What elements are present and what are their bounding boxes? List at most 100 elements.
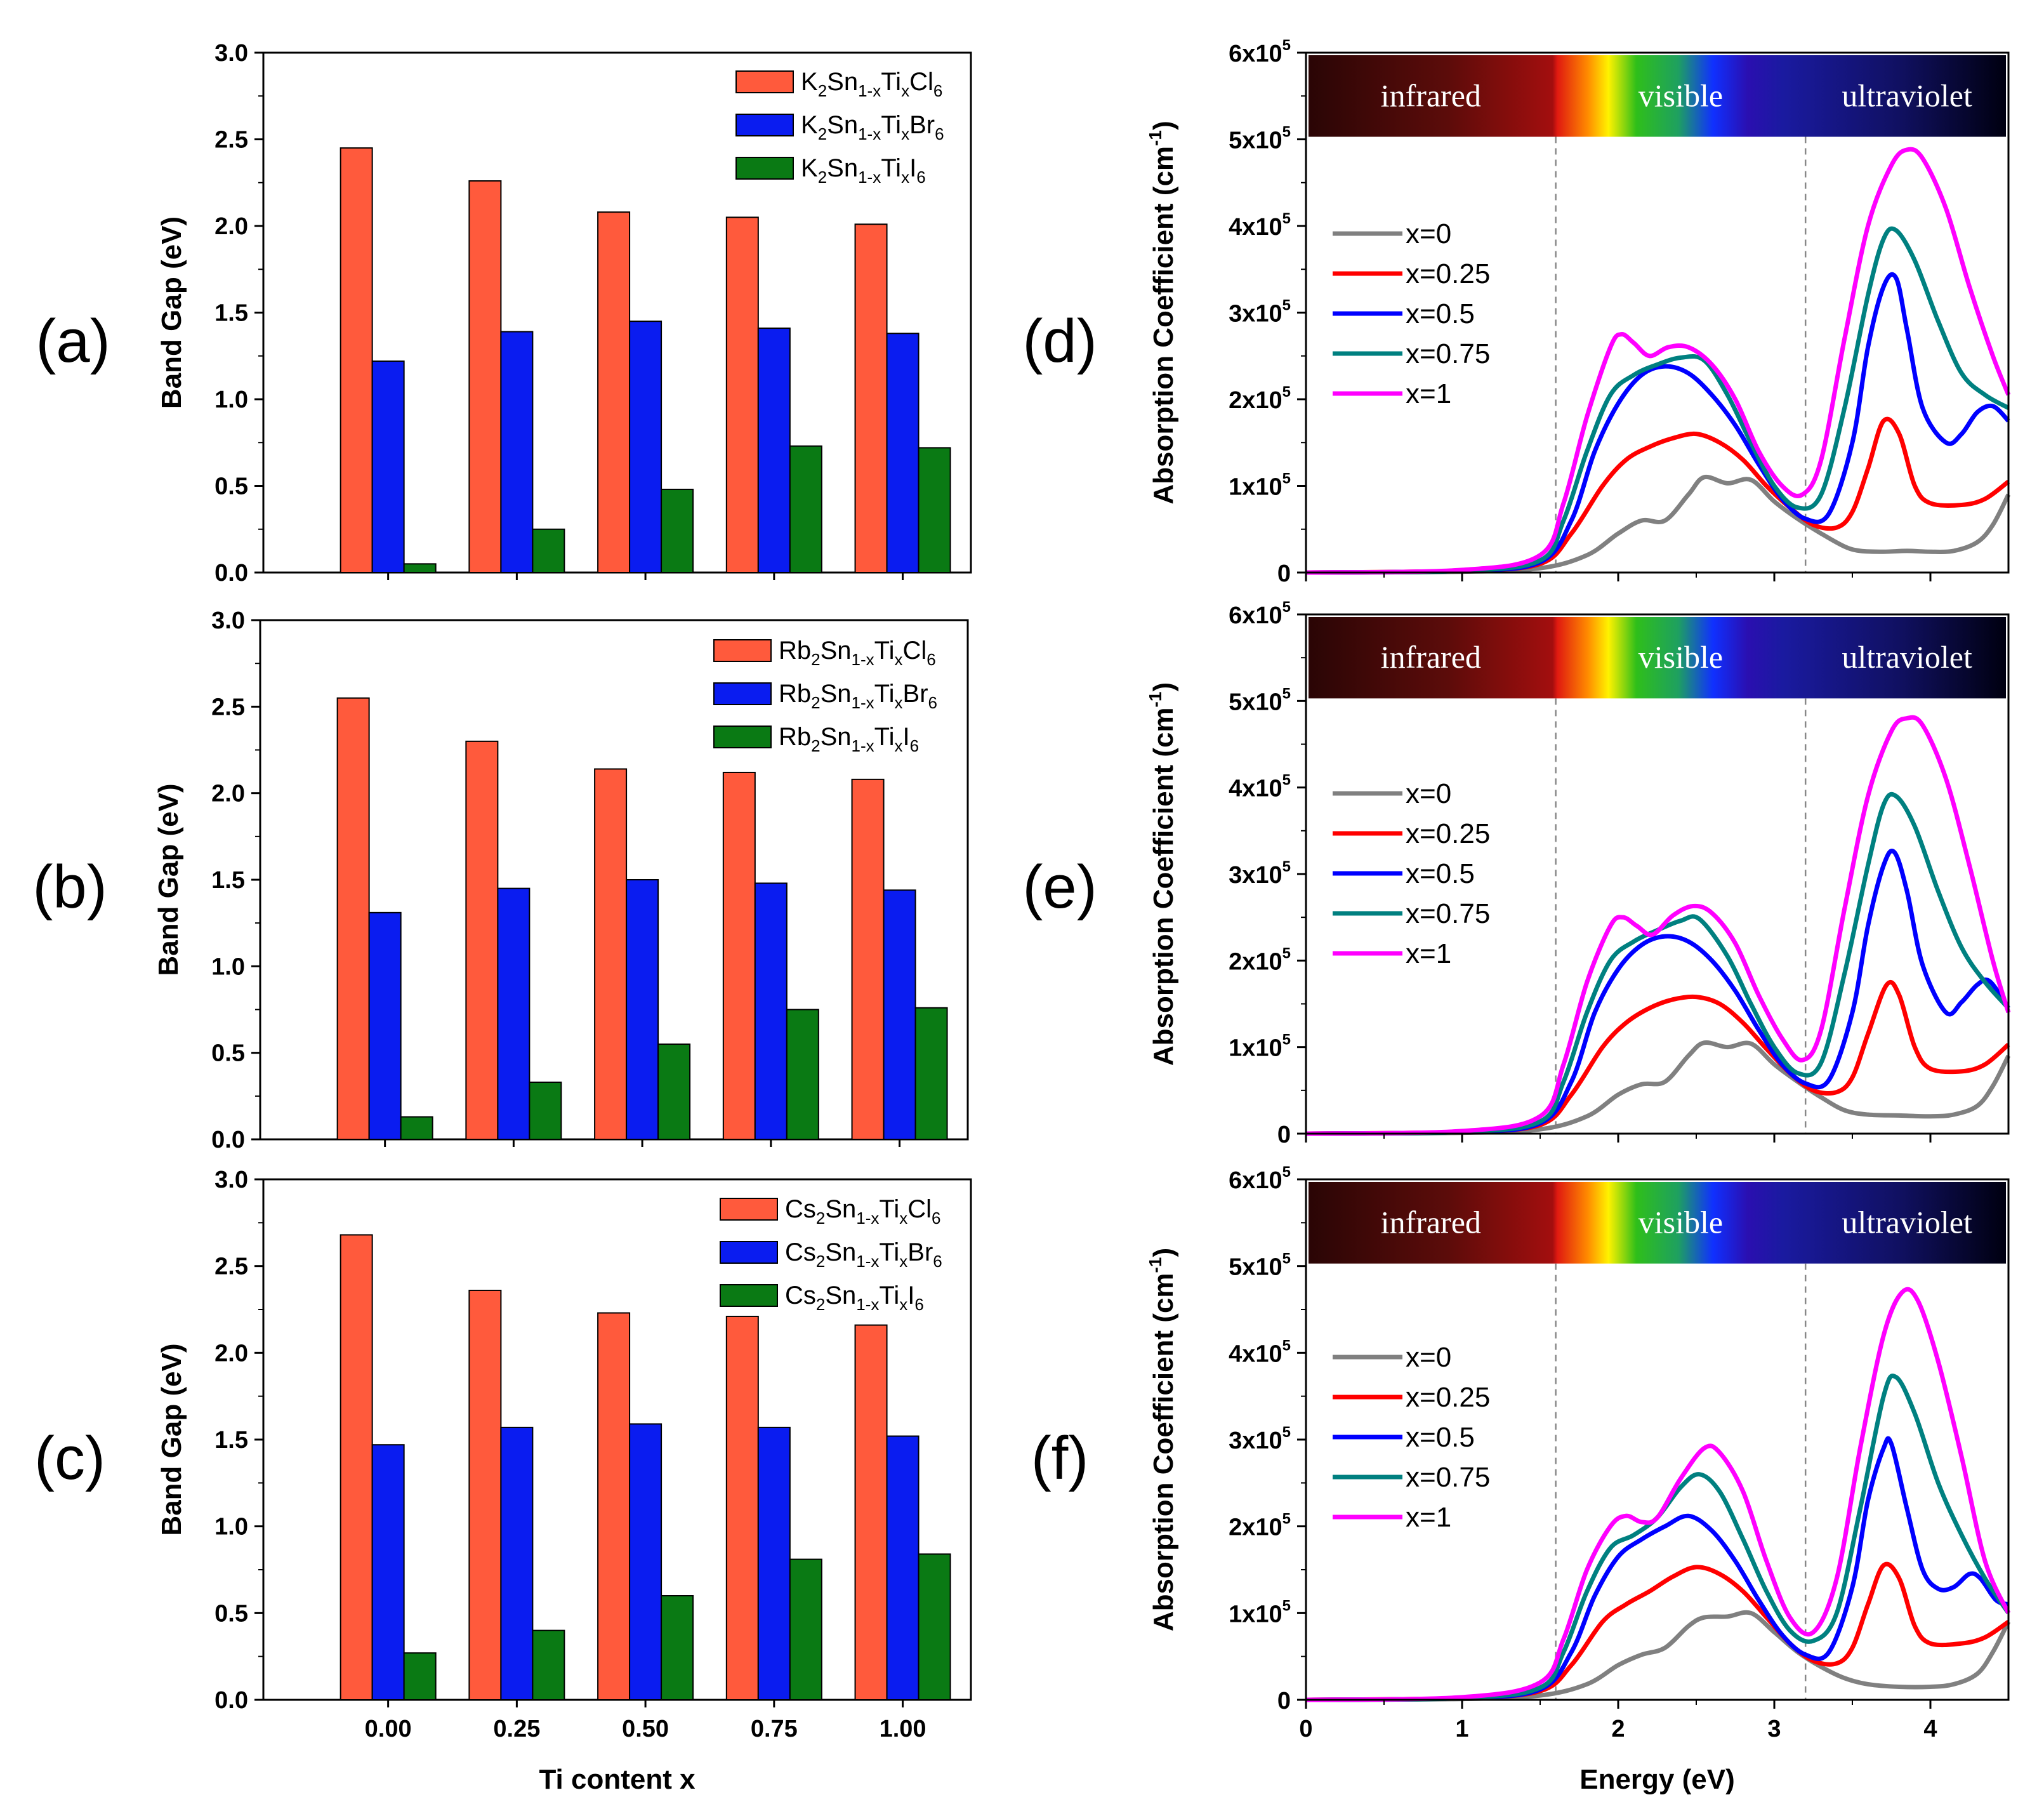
x-axis-title: Energy (eV)	[1579, 1764, 1735, 1795]
y-tick-label: 0	[1277, 560, 1291, 587]
x-tick-label: 0	[1299, 1716, 1312, 1742]
bar	[403, 563, 437, 573]
y-tick-label: 2x105	[1229, 383, 1291, 414]
legend-swatch	[735, 70, 794, 93]
x-tick-label: 4	[1923, 1716, 1937, 1742]
y-tick-label: 5x105	[1229, 1250, 1291, 1281]
y-axis-title: Band Gap (eV)	[156, 216, 187, 409]
y-tick-label: 4x105	[1229, 1337, 1291, 1367]
legend-label: Cs2Sn1-xTixI6	[785, 1282, 924, 1314]
band-label-ultraviolet: ultraviolet	[1842, 77, 1972, 113]
bar	[340, 147, 373, 573]
bar	[886, 333, 920, 573]
bar	[340, 1234, 373, 1700]
y-tick-label: 5x105	[1229, 685, 1291, 715]
chart-panel-e: infrared visible ultraviolet 0 1x105 2x105 3x1…	[1022, 599, 2011, 1148]
legend-swatch	[713, 682, 772, 705]
bar	[629, 1423, 663, 1700]
series-line	[1305, 147, 2011, 575]
y-tick-label: 3.0	[214, 40, 248, 67]
bar	[400, 1116, 433, 1141]
bar	[661, 1595, 694, 1700]
bar	[786, 1009, 819, 1140]
series-line	[1305, 980, 2010, 1136]
legend-label: x=0.75	[1406, 898, 1490, 929]
spectrum-band	[1309, 617, 2006, 699]
x-tick-label: 1.00	[880, 1716, 926, 1742]
x-tick-label: 1	[1455, 1716, 1468, 1742]
legend-label: x=0.75	[1406, 1462, 1490, 1493]
bar	[597, 211, 631, 574]
bar	[725, 1315, 759, 1700]
legend-swatch	[720, 1198, 778, 1221]
bar	[754, 882, 788, 1141]
series-line	[1305, 1287, 2011, 1702]
legend-swatch	[713, 726, 772, 748]
bar	[851, 778, 885, 1141]
y-axis-title: Band Gap (eV)	[153, 783, 184, 976]
y-tick-label: 1.5	[214, 1427, 248, 1454]
bar	[368, 911, 402, 1140]
series-line	[1305, 474, 2011, 575]
y-tick-label: 1x105	[1229, 1031, 1291, 1062]
bar	[883, 889, 916, 1140]
bar	[661, 488, 694, 574]
y-tick-label: 0.5	[214, 1600, 248, 1627]
legend-label: K2Sn1-xTixBr6	[801, 111, 944, 143]
bar	[854, 1324, 888, 1701]
bar	[626, 879, 659, 1140]
bar	[789, 445, 822, 574]
y-axis-title: Absorption Coefficient (cm-1)	[1145, 682, 1179, 1066]
band-label-infrared: infrared	[1381, 77, 1481, 113]
y-tick-label: 4x105	[1229, 210, 1291, 241]
legend-label: K2Sn1-xTixCl6	[801, 68, 942, 100]
y-tick-label: 0.5	[214, 474, 248, 500]
y-tick-label: 4x105	[1229, 772, 1291, 802]
bar	[914, 1007, 948, 1140]
bar	[500, 1426, 534, 1701]
bar	[468, 180, 502, 573]
bar	[532, 1629, 565, 1701]
series-line	[1305, 1561, 2010, 1702]
panel-label: (d)	[1022, 307, 1097, 375]
legend-swatch	[713, 639, 772, 662]
legend-label: x=0	[1406, 778, 1451, 809]
legend-label: Rb2Sn1-xTixBr6	[779, 680, 937, 712]
y-tick-label: 2.5	[211, 694, 245, 720]
series-line	[1305, 226, 2010, 575]
x-tick-label: 0.75	[751, 1716, 798, 1742]
y-tick-label: 2.0	[214, 213, 248, 240]
bar	[918, 447, 951, 573]
bar	[371, 1444, 405, 1700]
y-tick-label: 2.5	[214, 127, 248, 154]
legend-label: x=0.5	[1406, 1422, 1475, 1453]
band-label-infrared: infrared	[1381, 639, 1481, 675]
legend-label: Rb2Sn1-xTixI6	[779, 723, 919, 755]
legend-label: Rb2Sn1-xTixCl6	[779, 637, 936, 669]
band-label-infrared: infrared	[1381, 1204, 1481, 1240]
y-tick-label: 2.0	[214, 1340, 248, 1367]
y-axis-title: Absorption Coefficient (cm-1)	[1145, 1248, 1179, 1631]
chart-panel-c: 0.0 0.5 1.0 1.5 2.0 2.5 3.0 Band Gap (eV) 0.00 0.…	[34, 1167, 972, 1795]
panel-label: (f)	[1031, 1424, 1089, 1492]
series-line	[1305, 1610, 2011, 1702]
bar	[497, 887, 531, 1140]
y-tick-label: 1x105	[1229, 470, 1291, 501]
legend-label: x=0.5	[1406, 858, 1475, 889]
y-tick-label: 3x105	[1229, 297, 1291, 328]
series-line	[1305, 272, 2010, 575]
y-tick-label: 0.0	[211, 1127, 245, 1153]
bar	[757, 328, 791, 573]
legend-label: Cs2Sn1-xTixBr6	[785, 1238, 942, 1271]
bar	[854, 223, 888, 573]
panel-label: (a)	[36, 307, 110, 375]
y-tick-label: 0	[1277, 1122, 1291, 1148]
series-line	[1305, 849, 2010, 1136]
y-tick-label: 2x105	[1229, 1511, 1291, 1541]
band-label-ultraviolet: ultraviolet	[1842, 1204, 1972, 1240]
y-tick-label: 1.0	[214, 1514, 248, 1541]
legend-swatch	[735, 114, 794, 136]
legend-label: x=0.25	[1406, 818, 1490, 849]
legend-label: x=0.25	[1406, 1382, 1490, 1413]
